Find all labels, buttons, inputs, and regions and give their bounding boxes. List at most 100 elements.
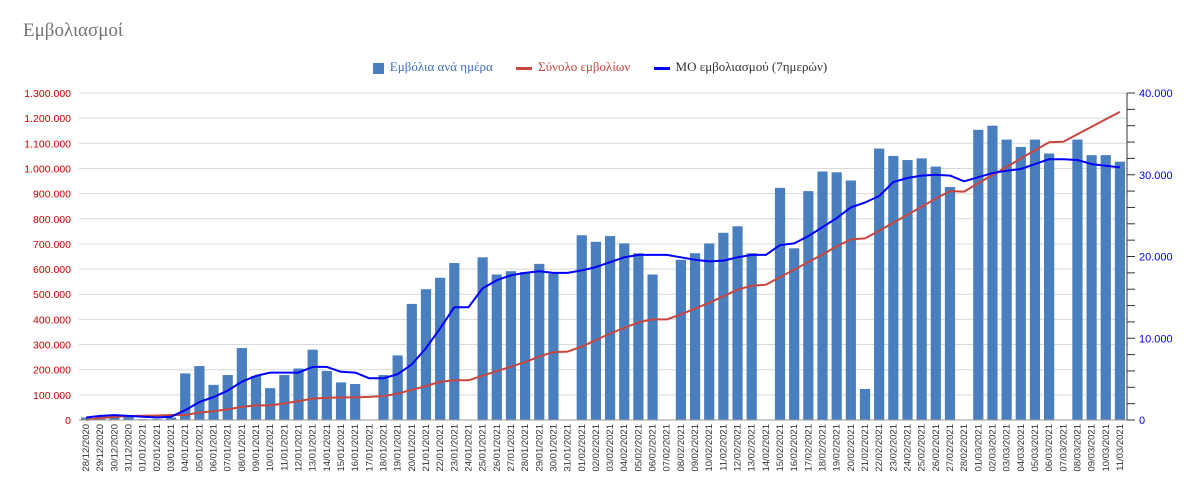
bar bbox=[817, 171, 828, 420]
bar bbox=[718, 232, 729, 420]
x-tick-label: 01/01/2021 bbox=[138, 424, 149, 472]
x-tick-label: 05/03/2021 bbox=[1030, 424, 1041, 472]
x-tick-label: 23/01/2021 bbox=[449, 424, 460, 472]
bar bbox=[732, 226, 743, 420]
x-tick-label: 16/01/2021 bbox=[350, 424, 361, 472]
x-tick-label: 05/01/2021 bbox=[194, 424, 205, 472]
left-tick-label: 600.000 bbox=[33, 264, 71, 276]
x-tick-label: 19/02/2021 bbox=[832, 424, 843, 472]
legend-item-total[interactable]: Σύνολο εμβολίων bbox=[516, 59, 630, 75]
legend-label-average: ΜΟ εμβολιασμού (7ημερών) bbox=[675, 59, 828, 75]
bar bbox=[647, 274, 658, 420]
x-tick-label: 11/01/2021 bbox=[279, 424, 290, 471]
x-tick-label: 06/03/2021 bbox=[1044, 424, 1055, 472]
bar bbox=[520, 272, 531, 420]
left-tick-label: 0 bbox=[65, 415, 71, 427]
bar bbox=[194, 366, 205, 420]
legend-item-daily[interactable]: Εμβόλια ανά ημέρα bbox=[372, 59, 493, 75]
x-tick-label: 06/02/2021 bbox=[648, 424, 659, 472]
x-tick-label: 24/02/2021 bbox=[902, 424, 913, 472]
bar bbox=[449, 263, 460, 420]
bar bbox=[534, 263, 545, 420]
x-tick-label: 09/03/2021 bbox=[1087, 424, 1098, 472]
x-tick-label: 19/01/2021 bbox=[393, 424, 404, 472]
x-tick-label: 23/02/2021 bbox=[888, 424, 899, 472]
left-tick-label: 1.300.000 bbox=[24, 88, 71, 100]
x-tick-label: 27/02/2021 bbox=[945, 424, 956, 472]
x-tick-label: 09/01/2021 bbox=[251, 424, 262, 472]
legend-item-average[interactable]: ΜΟ εμβολιασμού (7ημερών) bbox=[653, 59, 828, 75]
bar bbox=[477, 257, 488, 420]
bar bbox=[222, 375, 233, 420]
left-tick-label: 300.000 bbox=[33, 340, 71, 352]
x-tick-label: 03/03/2021 bbox=[1002, 424, 1013, 472]
bar bbox=[491, 274, 502, 420]
x-tick-label: 07/01/2021 bbox=[223, 424, 234, 472]
bar bbox=[576, 235, 587, 420]
bar bbox=[250, 375, 262, 420]
bar bbox=[859, 388, 871, 420]
legend-label-total: Σύνολο εμβολίων bbox=[538, 59, 631, 75]
bar bbox=[80, 417, 92, 420]
right-tick-label: 30.000 bbox=[1139, 170, 1173, 182]
left-tick-label: 900.000 bbox=[33, 189, 71, 201]
chart-title: Εμβολιασμοί bbox=[23, 20, 124, 41]
left-tick-label: 700.000 bbox=[33, 239, 71, 251]
left-tick-label: 800.000 bbox=[33, 214, 71, 226]
x-tick-label: 08/01/2021 bbox=[237, 424, 248, 472]
legend: Εμβόλια ανά ημέρα Σύνολο εμβολίων ΜΟ εμβ… bbox=[0, 58, 1200, 75]
legend-swatch-bar bbox=[372, 62, 384, 74]
bar bbox=[888, 155, 899, 420]
x-tick-label: 15/01/2021 bbox=[336, 424, 347, 472]
bar bbox=[548, 273, 559, 420]
x-tick-label: 03/02/2021 bbox=[605, 424, 616, 472]
bar bbox=[675, 259, 686, 420]
x-tick-label: 14/02/2021 bbox=[761, 424, 772, 472]
bar bbox=[392, 355, 403, 420]
legend-label-daily: Εμβόλια ανά ημέρα bbox=[389, 59, 493, 75]
x-tick-label: 25/02/2021 bbox=[917, 424, 928, 472]
x-tick-label: 03/01/2021 bbox=[166, 424, 177, 472]
bar bbox=[944, 187, 956, 420]
x-tick-label: 04/02/2021 bbox=[619, 424, 630, 472]
bar bbox=[1044, 153, 1055, 420]
x-tick-label: 02/02/2021 bbox=[591, 424, 602, 472]
bar bbox=[1100, 155, 1111, 420]
bar bbox=[180, 373, 191, 420]
left-tick-label: 1.200.000 bbox=[24, 113, 71, 125]
x-tick-label: 26/02/2021 bbox=[931, 424, 942, 472]
left-tick-label: 200.000 bbox=[33, 365, 71, 377]
x-tick-label: 10/03/2021 bbox=[1101, 424, 1112, 472]
total-line bbox=[85, 111, 1121, 421]
bar bbox=[1001, 139, 1012, 420]
average-line bbox=[85, 158, 1121, 419]
bar bbox=[803, 191, 814, 420]
x-tick-label: 30/01/2021 bbox=[548, 424, 559, 472]
x-tick-label: 22/02/2021 bbox=[874, 424, 885, 472]
left-tick-label: 100.000 bbox=[33, 390, 71, 402]
x-tick-label: 10/01/2021 bbox=[265, 424, 276, 472]
x-tick-label: 30/12/2020 bbox=[109, 424, 120, 472]
x-tick-label: 01/02/2021 bbox=[577, 424, 588, 472]
bar bbox=[902, 160, 913, 420]
x-tick-label: 04/01/2021 bbox=[180, 424, 191, 472]
bar bbox=[930, 166, 941, 420]
bar bbox=[874, 148, 885, 420]
x-tick-label: 12/01/2021 bbox=[294, 424, 305, 472]
bar bbox=[307, 349, 318, 420]
bar bbox=[265, 388, 276, 420]
x-tick-label: 29/01/2021 bbox=[534, 424, 545, 472]
left-tick-label: 1.100.000 bbox=[24, 138, 71, 150]
x-tick-label: 27/01/2021 bbox=[506, 424, 517, 472]
x-tick-label: 18/01/2021 bbox=[378, 424, 389, 472]
x-tick-label: 20/02/2021 bbox=[846, 424, 857, 472]
bar bbox=[1086, 155, 1097, 420]
left-tick-label: 500.000 bbox=[33, 289, 71, 301]
x-tick-label: 25/01/2021 bbox=[478, 424, 489, 472]
x-tick-label: 31/12/2020 bbox=[124, 424, 135, 472]
bar bbox=[335, 382, 347, 420]
bar bbox=[774, 187, 786, 420]
bar bbox=[378, 375, 389, 420]
